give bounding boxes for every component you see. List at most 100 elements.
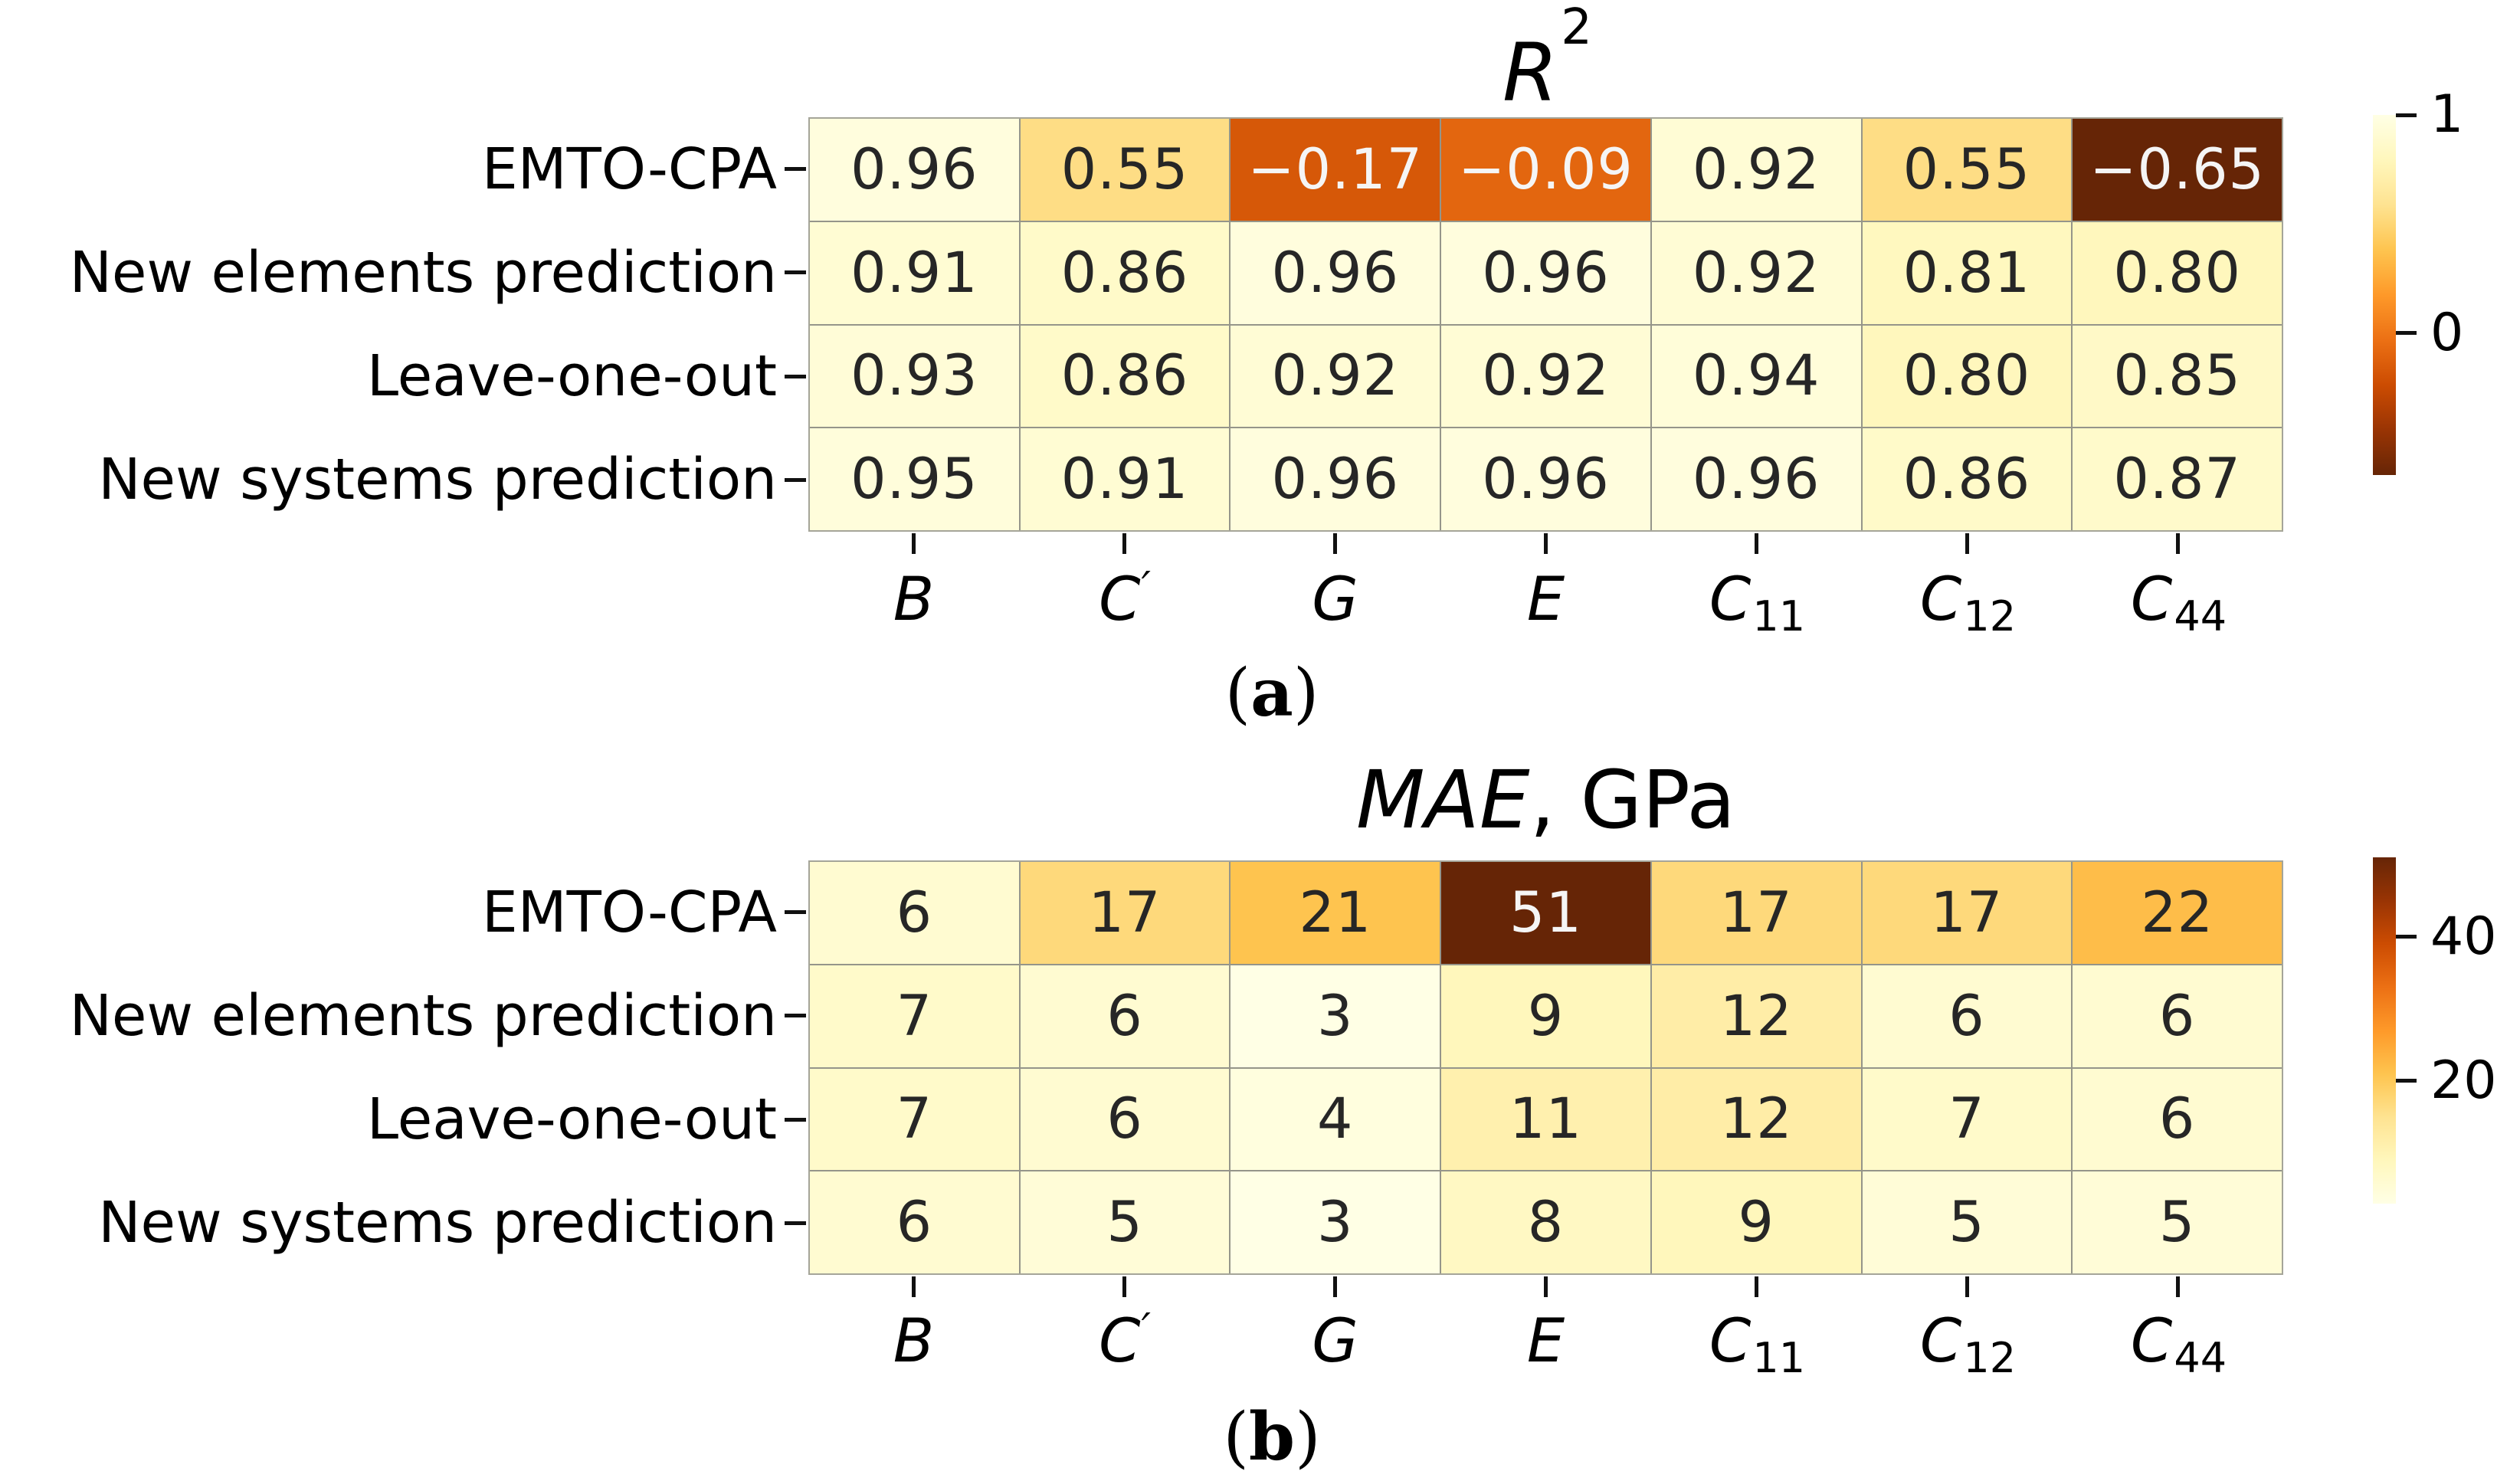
cell-value: 0.92 — [1692, 240, 1820, 306]
cell-value: 12 — [1719, 1086, 1793, 1152]
heatmap-cell-a-r2c2: 0.92 — [1231, 325, 1440, 428]
heatmap-cell-b-r0c6: 22 — [2073, 862, 2282, 964]
y-tick-label-b-2: Leave-one-out — [366, 1086, 777, 1153]
cell-value: 3 — [1317, 983, 1354, 1049]
cell-value: 17 — [1719, 880, 1793, 945]
colorbar-b-tick-label-0: 40 — [2430, 906, 2497, 967]
heatmap-cell-b-r0c2: 21 — [1231, 862, 1440, 964]
heatmap-cell-b-r0c4: 17 — [1651, 862, 1861, 964]
heatmap-cell-a-r3c1: 0.91 — [1020, 428, 1230, 530]
x-tick-label-b-6: C44 — [2130, 1307, 2227, 1382]
heatmap-cell-a-r0c0: 0.96 — [810, 119, 1019, 221]
y-tick-label-a-0: EMTO-CPA — [482, 136, 777, 202]
cell-value: 0.87 — [2113, 447, 2241, 513]
cell-value: 0.86 — [1060, 240, 1189, 306]
cell-value: −0.17 — [1247, 136, 1424, 202]
cell-value: 9 — [1738, 1190, 1774, 1256]
cell-value: 0.96 — [850, 136, 978, 202]
heatmap-cell-b-r3c4: 9 — [1651, 1171, 1861, 1273]
cell-value: 0.95 — [850, 447, 978, 513]
heatmap-cell-a-r0c1: 0.55 — [1020, 119, 1230, 221]
cell-value: 6 — [1106, 1086, 1143, 1152]
colorbar-a-tick-label-0: 1 — [2430, 84, 2464, 145]
cell-value: 0.96 — [1271, 447, 1400, 513]
heatmap-cell-a-r3c3: 0.96 — [1441, 428, 1650, 530]
cell-value: 5 — [2158, 1190, 2196, 1256]
cell-value: 17 — [1088, 880, 1162, 945]
cell-value: 0.91 — [1060, 447, 1189, 513]
colorbar-a — [2373, 115, 2396, 475]
x-tick-b-4 — [1755, 1276, 1758, 1297]
chart-b-title-rest: , GPa — [1529, 753, 1736, 847]
cell-value: 17 — [1930, 880, 2004, 945]
heatmap-cell-a-r1c4: 0.92 — [1651, 221, 1861, 324]
cell-value: 51 — [1509, 880, 1582, 945]
colorbar-b-tick-label-1: 20 — [2430, 1050, 2497, 1111]
cell-value: 0.85 — [2113, 343, 2241, 409]
cell-value: 6 — [896, 880, 933, 945]
cell-value: 11 — [1509, 1086, 1582, 1152]
cell-value: 9 — [1527, 983, 1565, 1049]
heatmap-cell-b-r2c5: 7 — [1862, 1068, 2072, 1171]
heatmap-cell-b-r3c3: 8 — [1441, 1171, 1650, 1273]
x-tick-label-a-5: C12 — [1919, 565, 2017, 641]
heatmap-a-grid: 0.96 0.55 −0.17 −0.09 0.92 0.55 −0.65 0.91 0.86 0… — [808, 117, 2283, 532]
heatmap-cell-b-r2c0: 7 — [810, 1068, 1019, 1171]
cell-value: 0.92 — [1692, 136, 1820, 202]
y-tick-a-2 — [785, 374, 806, 378]
x-tick-label-a-3: E — [1526, 565, 1565, 634]
caption-a-close-paren: ) — [1293, 655, 1319, 732]
x-tick-a-4 — [1755, 533, 1758, 554]
heatmap-cell-a-r2c5: 0.80 — [1862, 325, 2072, 428]
cell-value: 0.92 — [1271, 343, 1400, 409]
heatmap-cell-b-r0c5: 17 — [1862, 862, 2072, 964]
x-tick-label-b-0: B — [893, 1307, 935, 1376]
heatmap-cell-a-r1c5: 0.81 — [1862, 221, 2072, 324]
heatmap-cell-b-r2c3: 11 — [1441, 1068, 1650, 1171]
caption-a-open-paren: ( — [1224, 655, 1251, 732]
caption-b-open-paren: ( — [1223, 1399, 1249, 1476]
colorbar-b — [2373, 857, 2396, 1204]
x-tick-b-5 — [1965, 1276, 1969, 1297]
caption-b-letter: b — [1248, 1398, 1296, 1476]
y-tick-label-b-1: New elements prediction — [69, 982, 777, 1049]
cell-value: 21 — [1299, 880, 1372, 945]
y-tick-b-2 — [785, 1117, 806, 1122]
colorbar-b-tick-0 — [2396, 935, 2417, 939]
heatmap-cell-a-r2c3: 0.92 — [1441, 325, 1650, 428]
heatmap-cell-a-r0c4: 0.92 — [1651, 119, 1861, 221]
heatmap-cell-b-r1c2: 3 — [1231, 965, 1440, 1067]
y-tick-a-3 — [785, 477, 806, 482]
heatmap-cell-a-r3c4: 0.96 — [1651, 428, 1861, 530]
colorbar-a-tick-1 — [2396, 331, 2417, 336]
x-tick-b-3 — [1544, 1276, 1548, 1297]
heatmap-cell-b-r3c0: 6 — [810, 1171, 1019, 1273]
cell-value: 12 — [1719, 983, 1793, 1049]
heatmap-cell-a-r3c2: 0.96 — [1231, 428, 1440, 530]
cell-value: 0.96 — [1482, 240, 1610, 306]
y-tick-label-a-1: New elements prediction — [69, 239, 777, 306]
heatmap-cell-b-r1c0: 7 — [810, 965, 1019, 1067]
cell-value: 4 — [1317, 1086, 1354, 1152]
x-tick-a-5 — [1965, 533, 1969, 554]
chart-a-title-italic: R — [1502, 25, 1558, 120]
caption-b: (b) — [1042, 1397, 1502, 1477]
cell-value: 0.80 — [2113, 240, 2241, 306]
cell-value: 0.92 — [1482, 343, 1610, 409]
heatmap-cell-b-r0c0: 6 — [810, 862, 1019, 964]
x-tick-a-2 — [1333, 533, 1337, 554]
y-tick-b-3 — [785, 1221, 806, 1225]
heatmap-cell-a-r2c4: 0.94 — [1651, 325, 1861, 428]
heatmap-cell-b-r3c5: 5 — [1862, 1171, 2072, 1273]
y-tick-label-b-3: New systems prediction — [98, 1190, 777, 1257]
y-tick-b-1 — [785, 1014, 806, 1018]
heatmap-cell-a-r1c2: 0.96 — [1231, 221, 1440, 324]
x-tick-b-0 — [912, 1276, 916, 1297]
x-tick-label-a-0: B — [893, 565, 935, 634]
cell-value: −0.09 — [1458, 136, 1634, 202]
cell-value: 0.96 — [1271, 240, 1400, 306]
heatmap-cell-b-r1c1: 6 — [1020, 965, 1230, 1067]
heatmap-cell-b-r3c2: 3 — [1231, 1171, 1440, 1273]
x-tick-label-b-3: E — [1526, 1307, 1565, 1376]
x-tick-label-a-6: C44 — [2130, 565, 2227, 641]
